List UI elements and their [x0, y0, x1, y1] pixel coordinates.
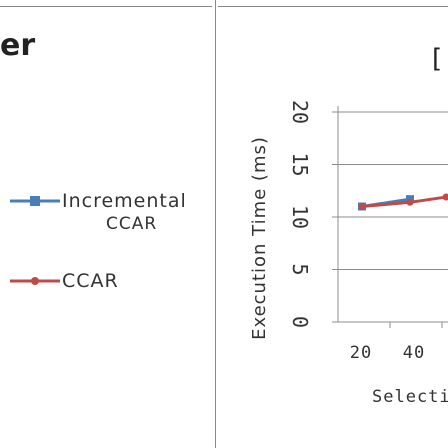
x-axis-label: Selectiv — [372, 387, 448, 407]
legend-label-incremental: Incremental CCAR — [62, 190, 187, 234]
left-title-fragment: er — [0, 28, 36, 63]
series-1-point-1 — [406, 198, 414, 206]
legend-panel — [0, 0, 216, 448]
y-axis-label: Execution Time (ms) — [249, 136, 270, 340]
panel-border-top-right — [218, 6, 448, 7]
y-tick-label-3: 15 — [288, 152, 312, 176]
series-1-point-2 — [442, 193, 448, 201]
y-tick-label-2: 10 — [288, 205, 312, 229]
legend-marker-ccar — [10, 277, 60, 285]
series-1-point-0 — [358, 203, 366, 210]
right-title-fragment: [ — [432, 44, 443, 74]
series-line-1 — [361, 195, 447, 208]
legend-entry-ccar: CCAR — [8, 270, 119, 293]
panel-border-top-left — [0, 6, 212, 7]
legend-label-ccar: CCAR — [62, 270, 119, 292]
y-tick-label-0: 0 — [288, 316, 312, 328]
legend-entry-incremental-ccar: Incremental CCAR — [8, 190, 187, 236]
x-tick-label-0: 20 — [350, 343, 372, 363]
x-tick-label-1: 40 — [403, 343, 425, 363]
y-tick-label-4: 20 — [288, 100, 312, 124]
legend-marker-incremental — [10, 196, 60, 206]
y-tick-label-1: 5 — [288, 263, 312, 275]
